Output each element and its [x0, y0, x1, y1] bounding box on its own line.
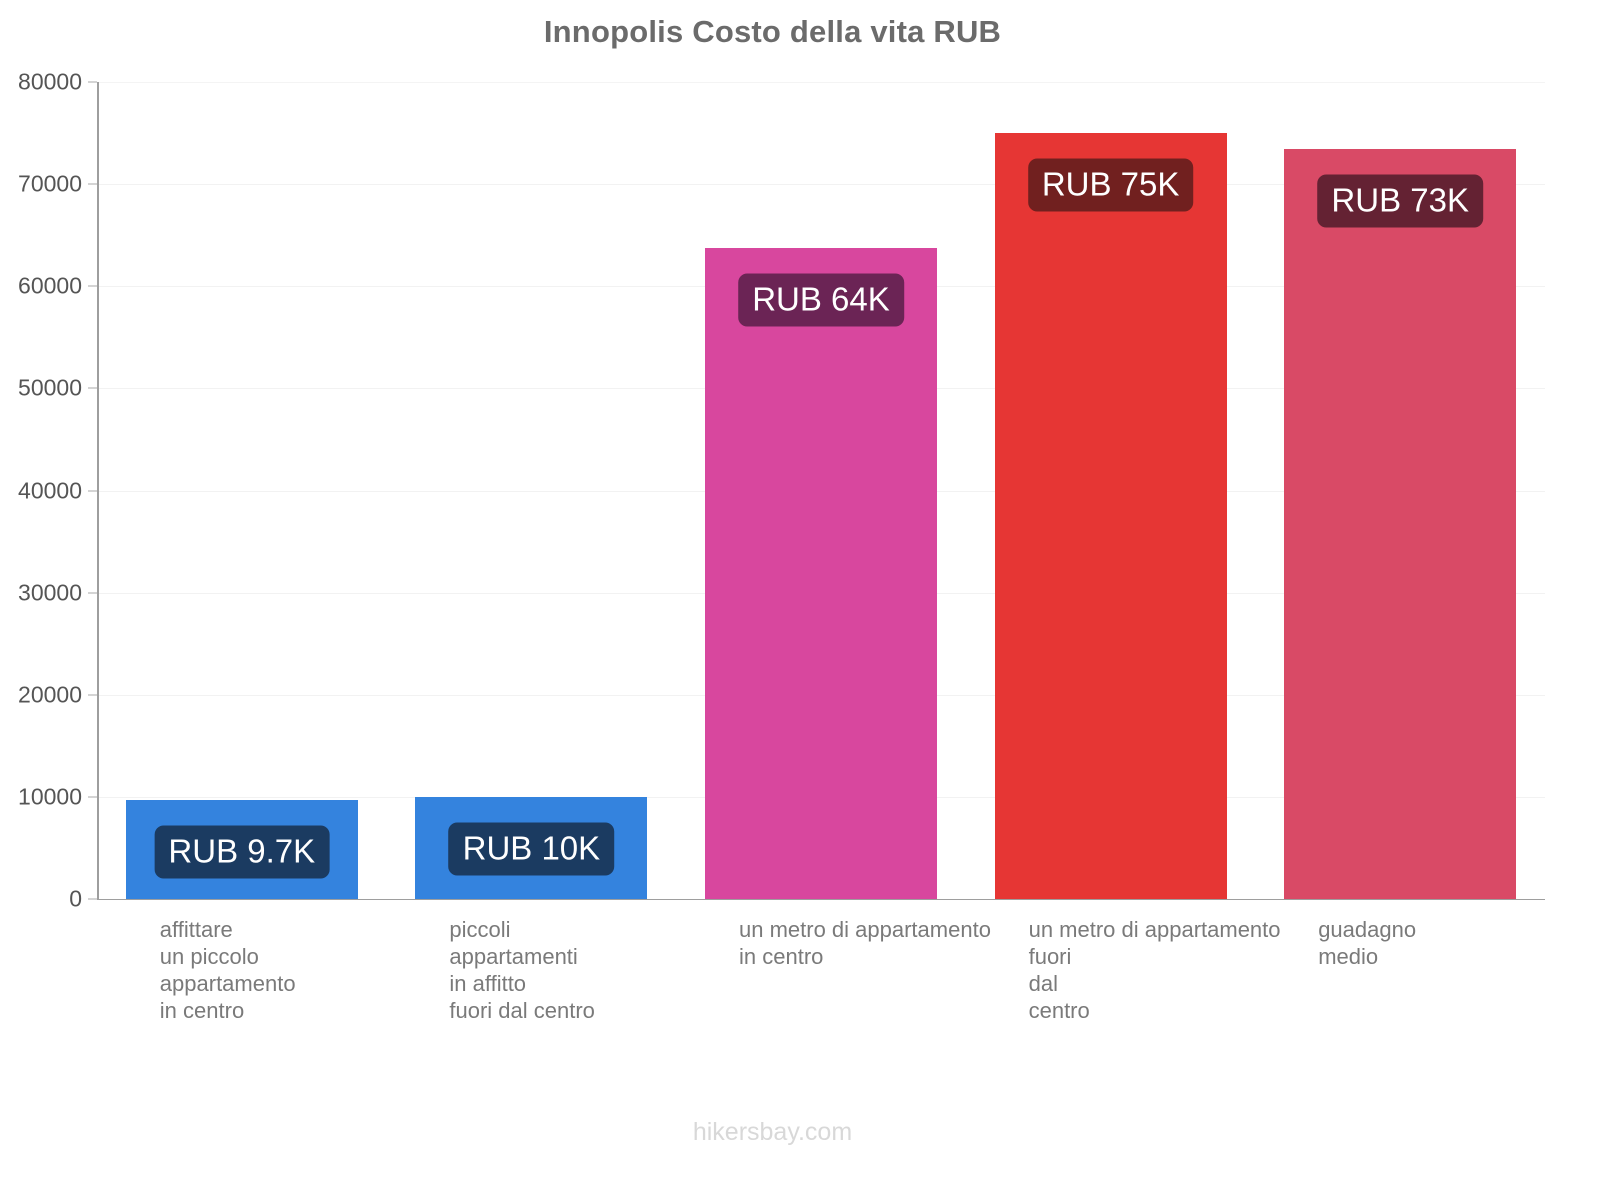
category-label-line: un metro di appartamento — [739, 917, 991, 942]
bar-value-label: RUB 9.7K — [154, 825, 330, 879]
category-label-line: appartamento — [159, 971, 296, 996]
x-axis-category-label: un metro di appartamento in centro — [739, 916, 991, 970]
bar-value-text: RUB 75K — [1041, 165, 1180, 203]
category-label-line: piccoli — [449, 917, 511, 942]
y-axis-tick-mark — [88, 81, 97, 83]
x-axis-line — [97, 899, 1545, 900]
y-axis-tick-label: 50000 — [18, 374, 82, 401]
bar[interactable] — [1284, 149, 1517, 899]
bar-value-label: RUB 64K — [738, 273, 904, 327]
category-label-line: fuori dal centro — [449, 998, 595, 1023]
x-axis-category-label: guadagno medio — [1318, 916, 1416, 970]
x-axis-category-label: affittare un piccolo appartamento in centro — [160, 916, 296, 1024]
category-label-line: guadagno — [1318, 917, 1417, 942]
bar-value-label: RUB 75K — [1027, 158, 1194, 212]
category-label-line: fuori — [1028, 944, 1072, 969]
chart-title: Innopolis Costo della vita RUB — [543, 14, 1002, 49]
y-axis-tick-mark — [88, 387, 97, 389]
category-label-line: in centro — [739, 944, 824, 969]
y-axis-tick-label: 30000 — [18, 579, 82, 606]
y-axis-tick-label: 70000 — [18, 170, 82, 197]
category-label-line: in affitto — [449, 971, 527, 996]
category-label-line: un piccolo — [159, 944, 259, 969]
y-axis-tick-mark — [88, 490, 97, 491]
category-label-line: centro — [1028, 998, 1090, 1023]
bar-value-label: RUB 73K — [1317, 174, 1483, 228]
y-axis-tick-mark — [88, 694, 97, 696]
bars-layer: RUB 9.7K RUB 10K RUB 64K RUB 75K RUB 73K — [97, 82, 1545, 899]
y-axis-line — [97, 82, 99, 899]
bar[interactable] — [705, 248, 937, 899]
plot-area: RUB 9.7K RUB 10K RUB 64K RUB 75K RUB 73K — [97, 82, 1545, 899]
y-axis-tick-label: 20000 — [18, 681, 82, 708]
y-axis-tick-mark — [88, 183, 97, 185]
category-label-line: appartamenti — [449, 944, 578, 969]
bar-value-text: RUB 9.7K — [168, 832, 316, 870]
bar-value-text: RUB 10K — [462, 829, 601, 867]
bar-value-text: RUB 73K — [1331, 181, 1469, 219]
bar-value-label: RUB 10K — [448, 822, 615, 876]
category-label-line: medio — [1318, 944, 1379, 969]
y-axis-tick-label: 10000 — [18, 783, 82, 810]
y-axis-tick-mark — [88, 796, 97, 798]
category-label-line: in centro — [159, 998, 245, 1023]
y-axis-tick-mark — [88, 592, 97, 594]
category-label-line: affittare — [159, 917, 233, 942]
x-axis-category-label: un metro di appartamento fuori dal centro — [1029, 916, 1281, 1024]
x-axis-category-labels: affittare un piccolo appartamento in centro… — [97, 916, 1545, 1116]
y-axis-tick-label: 60000 — [18, 272, 82, 299]
y-axis-tick-label: 80000 — [18, 68, 82, 95]
y-axis-tick-label: 40000 — [18, 477, 82, 503]
category-label-line: dal — [1028, 971, 1058, 996]
gridline — [97, 82, 1545, 83]
bar[interactable] — [994, 133, 1227, 899]
y-axis-tick-label: 0 — [69, 885, 82, 912]
y-axis-tick-mark — [88, 285, 97, 287]
category-label-line: un metro di appartamento — [1028, 917, 1281, 942]
source-watermark: hikersbay.com — [692, 1118, 853, 1146]
bar-value-text: RUB 64K — [752, 280, 890, 318]
gridline — [97, 184, 1545, 186]
y-axis-tick-mark — [88, 898, 97, 900]
x-axis-category-label: piccoli appartamenti in affitto fuori dal c… — [449, 916, 595, 1024]
